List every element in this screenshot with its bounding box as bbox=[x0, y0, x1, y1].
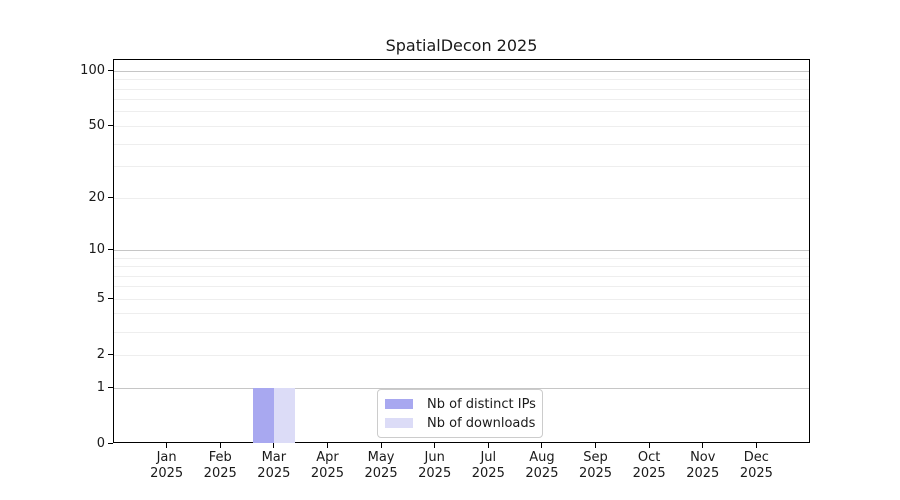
x-tick-month: Sep bbox=[583, 450, 608, 465]
x-tick-label: Dec 2025 bbox=[721, 450, 791, 482]
legend-label-distinct-ips: Nb of distinct IPs bbox=[427, 396, 536, 412]
plot-area bbox=[113, 59, 810, 443]
x-tick-month: Jan bbox=[156, 450, 177, 465]
x-tick-label: Mar 2025 bbox=[239, 450, 309, 482]
bar-downloads-mar bbox=[273, 388, 295, 443]
x-tick-year: 2025 bbox=[150, 466, 184, 481]
minor-gridline bbox=[114, 197, 809, 199]
y-tickmark bbox=[108, 124, 113, 126]
x-tick-year: 2025 bbox=[686, 466, 720, 481]
major-gridline bbox=[114, 249, 809, 251]
y-tick-label: 5 bbox=[96, 290, 105, 306]
legend-item-downloads: Nb of downloads bbox=[385, 415, 536, 431]
minor-gridline bbox=[114, 125, 809, 127]
y-tickmark bbox=[108, 297, 113, 299]
y-tick-label: 50 bbox=[88, 117, 105, 133]
x-tickmark bbox=[166, 443, 168, 448]
minor-gridline bbox=[114, 166, 809, 168]
x-tick-year: 2025 bbox=[525, 466, 559, 481]
minor-gridline bbox=[114, 79, 809, 81]
y-tick-label: 1 bbox=[96, 379, 105, 395]
x-tick-year: 2025 bbox=[310, 466, 344, 481]
x-tick-month: Mar bbox=[261, 450, 287, 465]
x-tick-year: 2025 bbox=[471, 466, 505, 481]
x-tick-month: Oct bbox=[637, 450, 661, 465]
y-tick-label: 100 bbox=[80, 62, 105, 78]
x-tick-month: Jun bbox=[424, 450, 445, 465]
minor-gridline bbox=[114, 354, 809, 356]
x-tickmark bbox=[755, 443, 757, 448]
x-tick-label: Sep 2025 bbox=[561, 450, 631, 482]
minor-gridline bbox=[114, 143, 809, 145]
x-tick-month: Jul bbox=[480, 450, 497, 465]
y-tick-label: 0 bbox=[96, 435, 105, 451]
legend-swatch-downloads bbox=[385, 418, 413, 428]
x-tick-year: 2025 bbox=[364, 466, 398, 481]
x-tick-month: Apr bbox=[316, 450, 339, 465]
x-tickmark bbox=[487, 443, 489, 448]
minor-gridline bbox=[114, 111, 809, 113]
x-tick-label: May 2025 bbox=[346, 450, 416, 482]
bar-distinct-ips-mar bbox=[252, 388, 274, 443]
minor-gridline bbox=[114, 298, 809, 300]
x-tick-year: 2025 bbox=[632, 466, 666, 481]
x-tick-month: Feb bbox=[208, 450, 232, 465]
x-tickmark bbox=[380, 443, 382, 448]
x-tick-year: 2025 bbox=[257, 466, 291, 481]
minor-gridline bbox=[114, 275, 809, 277]
x-tickmark bbox=[326, 443, 328, 448]
chart-title: SpatialDecon 2025 bbox=[385, 36, 538, 55]
y-tickmark bbox=[108, 353, 113, 355]
x-tickmark bbox=[702, 443, 704, 448]
x-tick-year: 2025 bbox=[418, 466, 452, 481]
x-tick-label: Apr 2025 bbox=[292, 450, 362, 482]
minor-gridline bbox=[114, 99, 809, 101]
legend-item-distinct-ips: Nb of distinct IPs bbox=[385, 396, 536, 412]
y-tickmark bbox=[108, 386, 113, 388]
x-tick-label: Oct 2025 bbox=[614, 450, 684, 482]
x-tickmark bbox=[648, 443, 650, 448]
x-tick-year: 2025 bbox=[203, 466, 237, 481]
x-tickmark bbox=[434, 443, 436, 448]
y-tickmark bbox=[108, 196, 113, 198]
y-tickmark bbox=[108, 442, 113, 444]
y-tickmark bbox=[108, 69, 113, 71]
x-tickmark bbox=[541, 443, 543, 448]
x-tick-year: 2025 bbox=[739, 466, 773, 481]
x-tick-month: Dec bbox=[743, 450, 769, 465]
x-tick-year: 2025 bbox=[578, 466, 613, 481]
x-tickmark bbox=[273, 443, 275, 448]
x-tick-label: Jun 2025 bbox=[400, 450, 470, 482]
y-tick-label: 2 bbox=[96, 346, 105, 362]
y-tickmark bbox=[108, 248, 113, 250]
y-tick-label: 20 bbox=[88, 189, 105, 205]
minor-gridline bbox=[114, 313, 809, 315]
x-tickmark bbox=[219, 443, 221, 448]
minor-gridline bbox=[114, 266, 809, 267]
x-tick-label: Aug 2025 bbox=[507, 450, 577, 482]
y-tick-label: 10 bbox=[88, 241, 105, 257]
major-gridline bbox=[114, 70, 809, 72]
x-tick-label: Nov 2025 bbox=[668, 450, 738, 482]
x-tick-label: Feb 2025 bbox=[185, 450, 255, 482]
major-gridline bbox=[114, 387, 809, 389]
x-tick-month: Aug bbox=[529, 450, 555, 465]
minor-gridline bbox=[114, 257, 809, 259]
x-tick-label: Jan 2025 bbox=[132, 450, 202, 482]
legend: Nb of distinct IPs Nb of downloads bbox=[377, 389, 543, 438]
x-tick-month: Nov bbox=[690, 450, 716, 465]
minor-gridline bbox=[114, 331, 809, 333]
x-tickmark bbox=[595, 443, 597, 448]
x-tick-month: May bbox=[367, 450, 395, 465]
legend-swatch-distinct-ips bbox=[385, 399, 413, 409]
x-tick-label: Jul 2025 bbox=[453, 450, 523, 482]
legend-label-downloads: Nb of downloads bbox=[427, 415, 536, 431]
minor-gridline bbox=[114, 88, 809, 90]
minor-gridline bbox=[114, 286, 809, 288]
